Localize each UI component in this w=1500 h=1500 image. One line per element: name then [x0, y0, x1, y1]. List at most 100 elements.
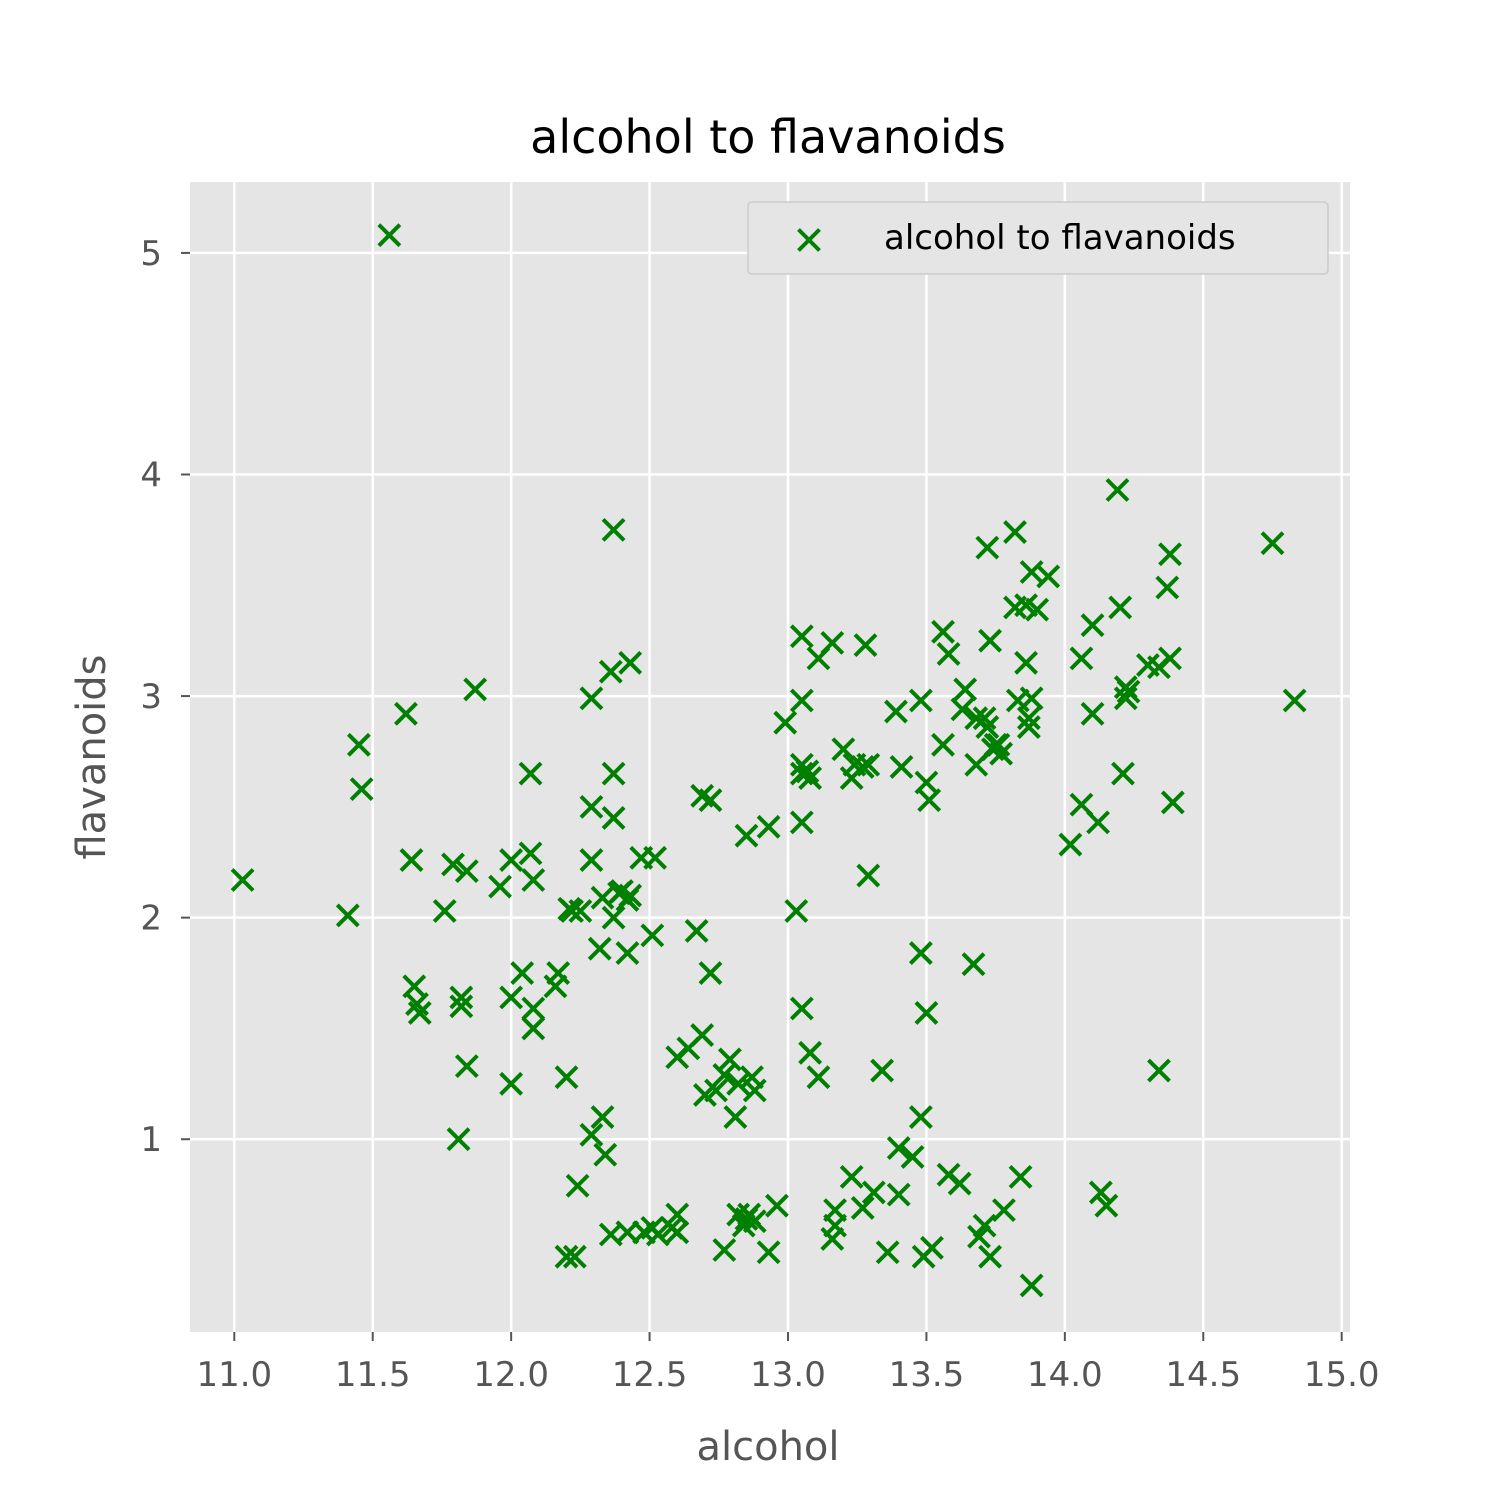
x-tick-label: 11.5: [335, 1355, 411, 1395]
data-point: [554, 1065, 579, 1090]
data-point: [908, 688, 933, 713]
y-tick-label: 2: [140, 899, 162, 939]
data-point: [698, 788, 723, 813]
data-point: [1019, 560, 1044, 584]
data-point: [463, 677, 488, 702]
data-point: [394, 701, 418, 726]
data-point: [579, 794, 604, 819]
legend-label: alcohol to flavanoids: [884, 218, 1236, 258]
data-point: [831, 737, 856, 762]
data-point: [377, 223, 402, 248]
data-point: [1080, 701, 1105, 726]
data-point: [798, 1040, 823, 1065]
data-point: [795, 759, 820, 784]
data-point: [521, 868, 546, 892]
data-point: [870, 1058, 895, 1083]
y-tick-label: 1: [140, 1120, 162, 1160]
legend: alcohol to flavanoids: [747, 201, 1329, 275]
data-point: [1016, 706, 1041, 731]
data-point: [723, 1105, 748, 1129]
data-point: [346, 732, 371, 757]
data-point: [992, 1198, 1016, 1223]
data-point: [1025, 597, 1050, 622]
x-tick-label: 11.0: [196, 1355, 272, 1395]
data-point: [441, 852, 465, 877]
data-point: [1147, 1058, 1171, 1083]
data-point: [684, 919, 709, 943]
data-point: [820, 630, 845, 655]
data-point: [726, 1071, 751, 1096]
x-tick-label: 15.0: [1304, 1355, 1380, 1395]
data-point: [947, 1171, 972, 1196]
data-point: [823, 1213, 847, 1238]
data-point: [889, 755, 914, 779]
y-tick-label: 3: [140, 677, 162, 717]
data-point: [1105, 478, 1130, 502]
data-point: [518, 841, 543, 866]
data-point: [908, 941, 933, 966]
data-point: [886, 1136, 911, 1161]
data-point: [454, 1054, 479, 1079]
x-tick-label: 12.5: [612, 1355, 688, 1395]
data-point: [712, 1063, 737, 1087]
data-point: [789, 688, 814, 713]
data-point: [665, 1202, 690, 1227]
data-point: [1282, 688, 1307, 713]
data-point: [884, 699, 908, 724]
data-point: [856, 752, 881, 777]
data-point: [861, 1180, 886, 1205]
x-axis-label: alcohol: [696, 1424, 839, 1470]
data-point: [1036, 564, 1061, 589]
data-point: [618, 650, 643, 675]
x-tick-label: 12.0: [473, 1355, 549, 1395]
data-point: [579, 686, 604, 711]
data-point: [839, 1164, 864, 1189]
data-point: [499, 848, 524, 872]
data-point: [936, 642, 961, 666]
data-point: [579, 1122, 604, 1147]
data-point: [601, 806, 626, 830]
data-point: [335, 903, 360, 928]
data-point: [1086, 810, 1110, 835]
plot-area: [190, 182, 1350, 1332]
data-point: [734, 823, 759, 848]
data-point: [765, 1193, 789, 1218]
legend-box: [747, 201, 1329, 275]
data-point: [975, 535, 1000, 560]
data-point: [784, 899, 809, 923]
data-point: [640, 923, 665, 948]
data-point: [989, 741, 1014, 766]
data-point: [975, 715, 1000, 740]
legend-marker: [797, 228, 821, 252]
data-point: [773, 710, 798, 735]
data-point: [1069, 646, 1094, 671]
data-point: [618, 883, 643, 908]
data-point: [950, 697, 975, 722]
data-point: [230, 868, 255, 892]
data-point: [499, 1071, 524, 1096]
data-point: [1016, 715, 1041, 740]
data-point: [518, 761, 543, 786]
data-point: [798, 766, 823, 790]
data-point: [756, 814, 781, 839]
data-point: [349, 777, 374, 802]
data-point: [521, 996, 546, 1021]
data-point: [643, 845, 668, 870]
data-point: [554, 1244, 579, 1269]
data-point: [1108, 595, 1133, 620]
data-point: [488, 874, 512, 899]
data-point: [789, 624, 814, 649]
data-point: [1155, 575, 1180, 600]
data-point: [645, 1222, 670, 1247]
data-point: [789, 810, 814, 835]
x-axis-ticks: 11.0 11.5 12.0 12.5 13.0 13.5 14.0 14.5 15.0: [196, 1332, 1380, 1395]
data-point: [454, 859, 479, 884]
data-point: [717, 1047, 742, 1072]
data-point: [510, 961, 535, 985]
y-tick-label: 4: [140, 455, 162, 495]
data-point: [742, 1078, 767, 1103]
data-point: [908, 1105, 933, 1129]
data-point: [1116, 679, 1141, 704]
x-tick-label: 13.5: [889, 1355, 965, 1395]
